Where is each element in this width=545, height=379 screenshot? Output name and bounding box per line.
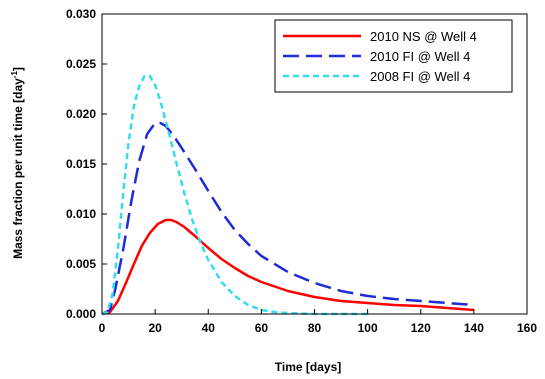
- y-tick-labels: 0.000 0.005 0.010 0.015 0.020 0.025 0.030: [66, 7, 96, 321]
- legend-label-3: 2008 FI @ Well 4: [370, 69, 470, 84]
- series-line-3: [101, 74, 368, 316]
- x-tick-label: 160: [517, 321, 537, 335]
- y-axis-label-main: Mass fraction per unit time [day: [11, 78, 25, 259]
- ticks-layer: [101, 13, 528, 315]
- y-tick-label: 0.020: [66, 107, 96, 121]
- x-tick-label: 0: [99, 321, 106, 335]
- y-tick-label: 0.000: [66, 307, 96, 321]
- series-line-2: [101, 121, 474, 316]
- legend-label-1: 2010 NS @ Well 4: [370, 29, 477, 44]
- y-axis-label-close: ]: [11, 67, 25, 71]
- x-tick-label: 20: [148, 321, 162, 335]
- y-tick-label: 0.025: [66, 57, 96, 71]
- x-tick-labels: 0 20 40 60 80 100 120 140 160: [99, 321, 538, 335]
- x-tick-label: 140: [464, 321, 484, 335]
- legend-label-2: 2010 FI @ Well 4: [370, 49, 470, 64]
- y-tick-label: 0.005: [66, 257, 96, 271]
- legend: 2010 NS @ Well 4 2010 FI @ Well 4 2008 FI …: [274, 19, 513, 93]
- x-tick-label: 80: [308, 321, 322, 335]
- y-axis-label-sup: -1: [10, 71, 19, 79]
- y-tick-label: 0.010: [66, 207, 96, 221]
- y-tick-label: 0.030: [66, 7, 96, 21]
- x-tick-label: 120: [411, 321, 431, 335]
- x-axis-label: Time [days]: [275, 360, 341, 374]
- x-tick-label: 40: [202, 321, 216, 335]
- x-tick-label: 100: [358, 321, 378, 335]
- series-layer: [101, 74, 474, 316]
- y-tick-label: 0.015: [66, 157, 96, 171]
- x-tick-label: 60: [255, 321, 269, 335]
- y-axis-label: Mass fraction per unit time [day-1]: [10, 67, 25, 259]
